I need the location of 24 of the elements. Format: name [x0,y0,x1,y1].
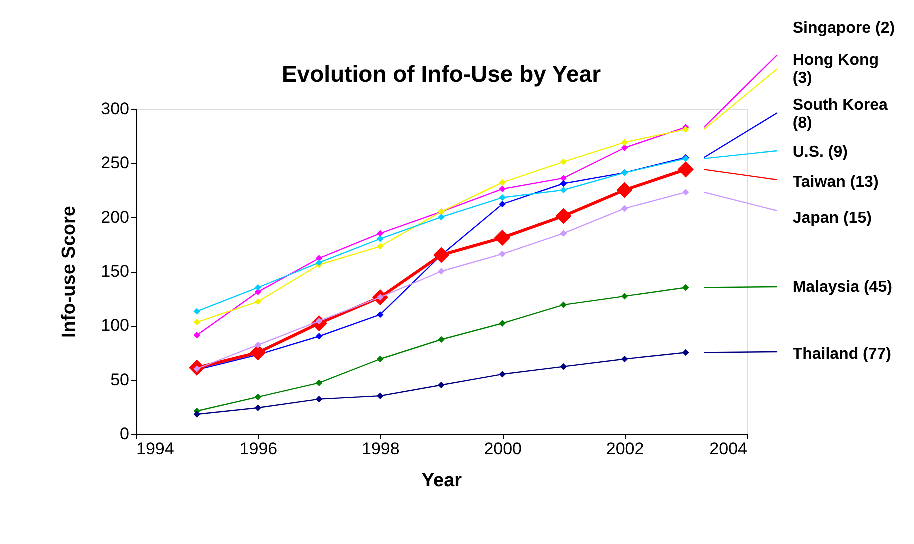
x-tick-label: 2004 [710,440,748,458]
y-tick-label: 50 [110,370,130,390]
text: South Korea (8) [792,97,888,132]
y-tick-label: 150 [101,262,130,281]
y-tick-label: 200 [101,208,130,227]
y-tick-label: 100 [101,316,130,336]
legend-label: Thailand (77) [792,346,892,363]
chart-title: Evolution of Info-Use by Year [282,61,602,87]
x-tick-label: 2002 [606,440,644,458]
y-tick-label: 0 [120,424,130,444]
y-tick-label: 300 [101,100,130,118]
legend-label: Malaysia (45) [792,279,892,296]
text: Hong Kong (3) [792,52,880,87]
y-tick-label: 250 [101,154,130,173]
x-axis-title: Year [422,470,463,492]
y-axis-title: Info-use Score [59,206,80,338]
legend-label: Taiwan (13) [792,174,879,191]
x-tick-label: 1994 [136,440,174,458]
x-tick-label: 1996 [240,440,278,458]
text: Singapore (2) [792,20,896,37]
x-tick-label: 2000 [484,440,522,458]
legend-label: U.S. (9) [792,144,848,161]
text: Japan (15) [792,210,872,227]
x-tick-label: 1998 [362,440,400,458]
